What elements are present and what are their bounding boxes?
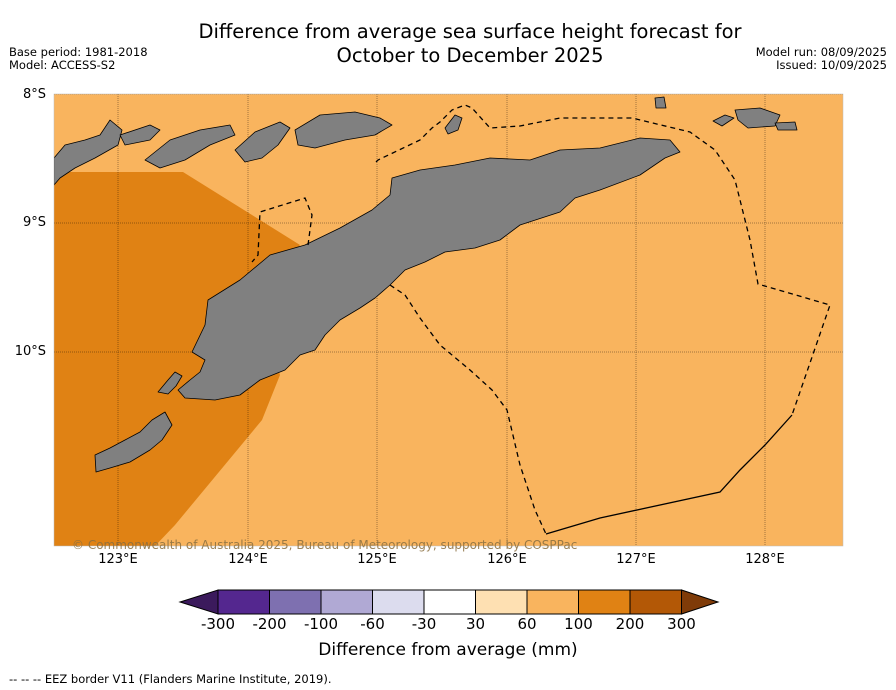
copyright-text: © Commonwealth of Australia 2025, Bureau… [72, 538, 578, 552]
meta-left: Base period: 1981-2018 Model: ACCESS-S2 [9, 46, 148, 72]
small-island-4 [734, 107, 781, 129]
lat-label-8s: 8°S [22, 87, 46, 102]
colorbar-tick: -300 [200, 615, 236, 633]
meta-right: Model run: 08/09/2025 Issued: 10/09/2025 [756, 46, 887, 72]
small-island-5 [774, 121, 798, 131]
eez-footnote: -- -- -- EEZ border V11 (Flanders Marine… [9, 672, 332, 686]
colorbar-title: Difference from average (mm) [318, 640, 578, 660]
colorbar-tick: 200 [615, 615, 645, 633]
lon-label-127e: 127°E [616, 552, 656, 567]
colorbar-tick: 100 [564, 615, 593, 633]
eez-border [251, 104, 831, 535]
lat-label-10s: 10°S [14, 344, 46, 359]
lon-label-125e: 125°E [357, 552, 397, 567]
wetar-island [294, 111, 393, 149]
colorbar-swatch [629, 589, 682, 615]
colorbar [178, 589, 720, 615]
small-island-3 [654, 96, 667, 109]
lon-label-126e: 126°E [487, 552, 527, 567]
timor-island [177, 137, 681, 401]
map-title: Difference from average sea surface heig… [160, 20, 780, 68]
small-island-2 [144, 124, 236, 169]
lon-label-128e: 128°E [745, 552, 785, 567]
colorbar-swatch [526, 589, 579, 615]
rote-island [157, 371, 183, 395]
small-island-6 [712, 114, 735, 127]
colorbar-swatch [269, 589, 322, 615]
base-period: Base period: 1981-2018 [9, 45, 148, 59]
colorbar-swatch [217, 589, 270, 615]
colorbar-tick: 300 [667, 615, 696, 633]
sumba-island [94, 411, 173, 473]
colorbar-swatch [475, 589, 528, 615]
colorbar-tick: -30 [411, 615, 437, 633]
small-island-1 [119, 124, 161, 146]
colorbar-tick: -200 [252, 615, 287, 633]
issued-date: Issued: 10/09/2025 [776, 58, 887, 72]
colorbar-swatch [578, 589, 631, 615]
title-line-2: October to December 2025 [336, 44, 604, 67]
colorbar-min-arrow [178, 589, 219, 615]
colorbar-tick: 60 [517, 615, 537, 633]
colorbar-tick: -60 [360, 615, 385, 633]
colorbar-swatch [372, 589, 425, 615]
colorbar-swatch [423, 589, 476, 615]
model-run: Model run: 08/09/2025 [755, 45, 887, 59]
colorbar-tick: -100 [303, 615, 339, 633]
flores-island [54, 119, 123, 186]
lon-label-123e: 123°E [98, 552, 138, 567]
colorbar-tick: 30 [465, 615, 486, 633]
eez-border-solid [545, 414, 793, 535]
colorbar-max-arrow [681, 589, 720, 615]
colorbar-swatch [320, 589, 373, 615]
atauro-island [444, 114, 463, 135]
colorbar-tick-labels: -300 -200 -100 -60 -30 30 60 100 200 300 [0, 615, 896, 635]
title-line-1: Difference from average sea surface heig… [198, 20, 742, 43]
lat-label-9s: 9°S [22, 215, 46, 230]
model-name: Model: ACCESS-S2 [9, 58, 116, 72]
alor-island [234, 121, 291, 163]
lon-label-124e: 124°E [228, 552, 268, 567]
